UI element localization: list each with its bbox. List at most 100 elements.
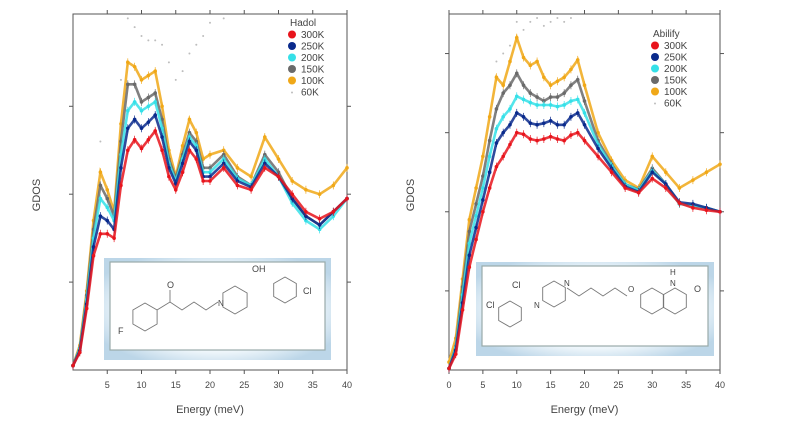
data-point: [467, 253, 472, 258]
data-point: [174, 78, 177, 81]
data-point: [201, 179, 205, 183]
data-point: [704, 170, 709, 175]
data-point: [487, 154, 492, 159]
atom-label: OH: [252, 264, 266, 274]
data-point: [582, 122, 587, 127]
data-point: [528, 100, 533, 105]
legend-marker: [651, 76, 659, 84]
data-point: [187, 139, 192, 144]
data-point: [528, 91, 533, 95]
x-tick-label: 5: [480, 380, 485, 390]
legend-marker: [288, 76, 296, 85]
data-point: [562, 122, 566, 127]
x-tick-label: 5: [105, 380, 110, 390]
data-point: [508, 122, 512, 127]
data-point: [521, 132, 526, 137]
x-tick-label: 0: [446, 380, 451, 390]
x-tick-label: 25: [239, 380, 249, 390]
data-point: [542, 75, 546, 80]
data-point: [139, 78, 144, 82]
data-point: [290, 179, 295, 183]
data-point: [119, 78, 122, 81]
data-point: [487, 138, 492, 143]
data-point: [98, 196, 103, 201]
data-point: [154, 39, 157, 42]
data-point: [494, 107, 499, 111]
data-point: [548, 119, 553, 123]
data-point: [474, 225, 478, 230]
data-point: [263, 157, 267, 161]
x-tick-label: 30: [647, 380, 657, 390]
series-300K: [71, 126, 349, 370]
data-point: [481, 209, 485, 214]
data-point: [582, 83, 587, 87]
data-point: [535, 59, 539, 64]
data-point: [221, 166, 226, 170]
data-point: [529, 20, 532, 23]
data-point: [487, 170, 492, 175]
data-point: [209, 21, 211, 24]
data-point: [650, 176, 655, 181]
data-point: [514, 130, 519, 135]
legend-label: 60K: [664, 99, 682, 110]
data-point: [501, 91, 506, 95]
data-point: [98, 183, 103, 188]
data-point: [548, 134, 553, 139]
data-point: [99, 140, 102, 143]
data-point: [126, 82, 130, 87]
data-point: [221, 157, 226, 161]
data-point: [160, 148, 164, 153]
data-point: [126, 148, 130, 153]
data-point: [331, 209, 336, 214]
data-point: [535, 95, 539, 99]
data-point: [460, 308, 465, 312]
data-point: [501, 154, 506, 159]
data-point: [304, 188, 308, 192]
legend-label: 250K: [301, 42, 325, 53]
data-point: [467, 217, 472, 222]
y-axis-label: GDOS: [31, 179, 43, 211]
data-point: [180, 170, 185, 175]
data-point: [508, 44, 511, 47]
data-point: [139, 108, 144, 113]
data-point: [160, 104, 164, 109]
data-point: [139, 146, 144, 151]
data-point: [276, 174, 281, 179]
data-point: [474, 186, 478, 190]
data-point: [91, 253, 96, 258]
legend-label: 100K: [664, 87, 688, 98]
data-point: [188, 52, 191, 55]
data-point: [167, 61, 170, 64]
legend-label: 200K: [301, 53, 325, 64]
data-point: [555, 95, 560, 99]
legend-label: 150K: [301, 65, 325, 76]
data-point: [514, 71, 519, 76]
x-tick-label: 20: [205, 380, 215, 390]
data-point: [575, 97, 580, 102]
data-point: [160, 126, 164, 131]
data-point: [194, 144, 199, 148]
data-point: [521, 83, 526, 87]
series-300K: [447, 128, 722, 373]
data-point: [467, 241, 472, 246]
data-point: [718, 162, 722, 167]
data-point: [194, 148, 199, 153]
data-point: [317, 192, 322, 196]
data-point: [180, 144, 185, 148]
data-point: [187, 148, 192, 153]
data-point: [555, 122, 560, 127]
data-point: [146, 73, 151, 78]
x-tick-label: 35: [308, 380, 318, 390]
inset-box: [481, 265, 709, 347]
inset-box: [109, 261, 326, 351]
x-tick-label: 10: [136, 380, 146, 390]
chain: [566, 287, 628, 297]
data-point: [153, 129, 157, 133]
atom-label: O: [628, 285, 634, 294]
legend-marker: [288, 42, 296, 50]
data-point: [167, 174, 171, 179]
legend-label: 150K: [664, 76, 688, 87]
data-point: [71, 363, 75, 368]
atom-label: H: [670, 268, 676, 277]
